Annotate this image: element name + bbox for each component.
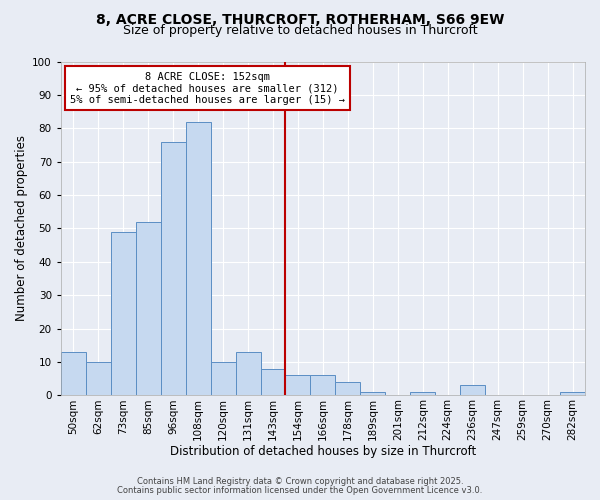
Bar (310, 376, 335, 396)
Bar (111, 232, 136, 396)
Bar (161, 142, 185, 396)
Text: Size of property relative to detached houses in Thurcroft: Size of property relative to detached ho… (122, 24, 478, 37)
Bar (61, 352, 86, 396)
Bar (560, 392, 585, 396)
Bar (260, 368, 286, 396)
X-axis label: Distribution of detached houses by size in Thurcroft: Distribution of detached houses by size … (170, 444, 476, 458)
Text: Contains HM Land Registry data © Crown copyright and database right 2025.: Contains HM Land Registry data © Crown c… (137, 477, 463, 486)
Text: 8 ACRE CLOSE: 152sqm
← 95% of detached houses are smaller (312)
5% of semi-detac: 8 ACRE CLOSE: 152sqm ← 95% of detached h… (70, 72, 345, 104)
Bar (136, 222, 161, 396)
Bar (236, 352, 260, 396)
Bar (211, 362, 236, 396)
Text: 8, ACRE CLOSE, THURCROFT, ROTHERHAM, S66 9EW: 8, ACRE CLOSE, THURCROFT, ROTHERHAM, S66… (96, 12, 504, 26)
Bar (460, 386, 485, 396)
Bar (86, 362, 111, 396)
Text: Contains public sector information licensed under the Open Government Licence v3: Contains public sector information licen… (118, 486, 482, 495)
Bar (335, 382, 361, 396)
Bar (185, 122, 211, 396)
Bar (361, 392, 385, 396)
Y-axis label: Number of detached properties: Number of detached properties (15, 136, 28, 322)
Bar (410, 392, 435, 396)
Bar (286, 376, 310, 396)
